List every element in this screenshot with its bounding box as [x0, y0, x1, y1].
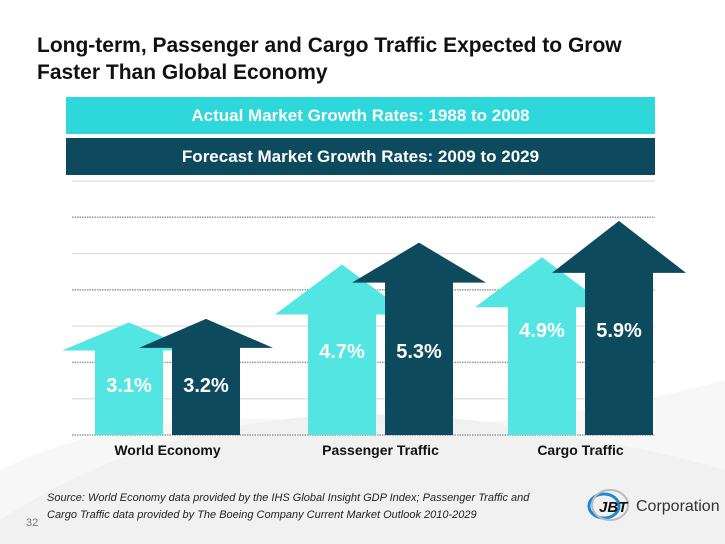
legend-forecast: Forecast Market Growth Rates: 2009 to 20…	[66, 138, 655, 175]
source-line-2: Cargo Traffic data provided by The Boein…	[47, 509, 477, 521]
data-label: 3.1%	[106, 375, 152, 397]
data-label: 4.7%	[319, 341, 365, 363]
jbt-logo: JBT	[587, 489, 629, 521]
data-label: 5.9%	[596, 320, 642, 342]
data-label: 5.3%	[396, 341, 442, 363]
source-line-1: Source: World Economy data provided by t…	[47, 492, 530, 504]
source-note: Source: World Economy data provided by t…	[47, 490, 529, 524]
arrow-actual-2	[475, 257, 609, 435]
logo-text: Corporation	[636, 498, 720, 515]
growth-chart: 3.1% 4.7% 4.9% 3.2% 5.3% 5.9% World Economy Pas…	[62, 180, 686, 458]
category-label: World Economy	[114, 442, 221, 458]
svg-text:JBT: JBT	[599, 499, 629, 516]
arrow-forecast-0	[139, 318, 273, 435]
arrow-actual-1	[275, 264, 409, 435]
slide-title: Long-term, Passenger and Cargo Traffic E…	[37, 32, 622, 86]
data-label: 4.9%	[519, 320, 565, 342]
arrow-actual-0	[62, 322, 196, 435]
category-label: Passenger Traffic	[322, 442, 439, 458]
title-line-2: Faster Than Global Economy	[37, 61, 328, 84]
data-label: 3.2%	[183, 375, 229, 397]
title-line-1: Long-term, Passenger and Cargo Traffic E…	[37, 34, 622, 57]
legend-actual: Actual Market Growth Rates: 1988 to 2008	[66, 97, 655, 134]
arrow-forecast-1	[352, 242, 486, 435]
arrow-forecast-2	[552, 220, 686, 435]
category-label: Cargo Traffic	[537, 442, 624, 458]
page-number: 32	[26, 517, 39, 529]
